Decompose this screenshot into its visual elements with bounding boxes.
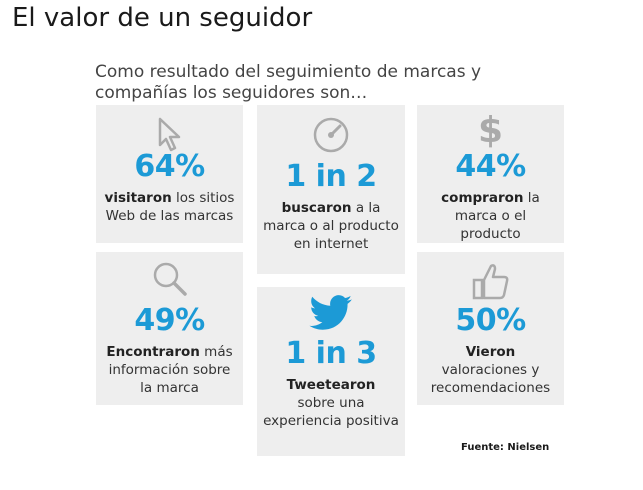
stat-value: 49%	[134, 303, 205, 338]
stat-description: Tweetearon sobre una experiencia positiv…	[263, 376, 399, 430]
stat-detail: más información sobre la marca	[108, 344, 233, 396]
stat-verb: visitaron	[104, 190, 172, 206]
stat-value: 44%	[455, 149, 526, 184]
stat-value: 1 in 2	[285, 159, 377, 194]
stat-verb: Encontraron	[106, 344, 200, 360]
cursor-icon	[158, 117, 180, 152]
stat-detail: sobre una experiencia positiva	[263, 395, 399, 429]
dollar-icon: $	[477, 110, 504, 151]
twitter-bird-icon	[309, 295, 352, 330]
page-subtitle: Como resultado del seguimiento de marcas…	[95, 62, 482, 103]
compass-icon	[313, 117, 349, 153]
stat-detail: la marca o el producto	[454, 190, 540, 242]
stat-card-buscaron: 1 in 2 buscaron a la marca o al producto…	[257, 105, 405, 274]
stat-card-compraron: $ 44% compraron la marca o el producto	[417, 105, 564, 243]
stat-card-encontraron: 49% Encontraron más información sobre la…	[96, 252, 243, 405]
stat-detail: los sitios Web de las marcas	[105, 190, 235, 224]
stat-verb: buscaron	[281, 200, 352, 216]
stat-description: Encontraron más información sobre la mar…	[102, 343, 237, 397]
stat-card-tweetearon: 1 in 3 Tweetearon sobre una experiencia …	[257, 287, 405, 456]
stat-value: 1 in 3	[285, 336, 377, 371]
stat-description: buscaron a la marca o al producto en int…	[263, 199, 399, 253]
stat-detail: valoraciones y recomendaciones	[430, 362, 551, 396]
stat-description: visitaron los sitios Web de las marcas	[102, 189, 237, 225]
stat-description: Vieron valoraciones y recomendaciones	[423, 343, 558, 397]
stat-description: compraron la marca o el producto	[423, 189, 558, 243]
stat-verb: Vieron	[465, 344, 516, 360]
stat-card-vieron: 50% Vieron valoraciones y recomendacione…	[417, 252, 564, 405]
stat-card-visitaron: 64% visitaron los sitios Web de las marc…	[96, 105, 243, 243]
stat-verb: Tweetearon	[286, 377, 376, 393]
thumbs-up-icon	[472, 264, 508, 300]
stat-value: 64%	[134, 149, 205, 184]
magnifier-icon	[153, 262, 187, 296]
stat-verb: compraron	[441, 190, 524, 206]
page-title: El valor de un seguidor	[12, 3, 313, 33]
source-note: Fuente: Nielsen	[461, 442, 550, 453]
stat-value: 50%	[455, 303, 526, 338]
stat-detail: a la marca o al producto en internet	[263, 200, 399, 252]
